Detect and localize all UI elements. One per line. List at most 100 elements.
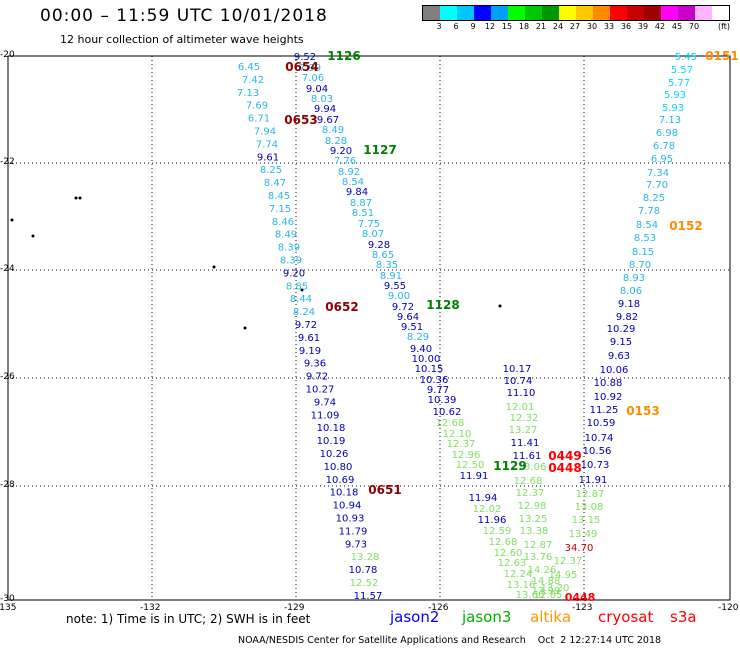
swh-value: 7.94	[254, 127, 276, 138]
swh-value: 13.06	[518, 462, 547, 473]
swh-value: 8.39	[280, 256, 302, 267]
swh-value: 9.77	[427, 385, 449, 396]
swh-value: 12.98	[518, 501, 547, 512]
legend-swatch	[525, 6, 542, 20]
swh-value: 10.73	[581, 460, 610, 471]
footer-note: note: 1) Time is in UTC; 2) SWH is in fe…	[66, 612, 311, 626]
swh-value: 9.18	[618, 299, 640, 310]
swh-value: 12.96	[452, 450, 481, 461]
satellite-tracks: 6.45 7.42 7.13 7.69 6.71 7.947.74 9.61 8.25 8.47…	[237, 49, 739, 604]
swh-value: 10.78	[349, 565, 378, 576]
legend-label: 42	[654, 22, 666, 31]
swh-value: 11.79	[339, 526, 368, 537]
swh-value: 8.47	[264, 178, 286, 189]
swh-value: 12.60	[494, 548, 523, 559]
swh-value: 10.74	[504, 376, 533, 387]
legend-label: 18	[518, 22, 530, 31]
legend-label: 21	[535, 22, 547, 31]
swh-value: 10.06	[600, 365, 629, 376]
legend-swatch	[610, 6, 627, 20]
x-tick-label: -123	[572, 603, 593, 613]
swh-value: 9.72	[392, 302, 414, 313]
satellite-legend-altika: altika	[530, 608, 572, 626]
swh-value: 8.29	[407, 332, 429, 343]
swh-value: 12.68	[514, 476, 543, 487]
legend-swatch	[440, 6, 457, 20]
swh-value: 8.06	[620, 286, 642, 297]
swh-value: 8.53	[634, 233, 656, 244]
swh-value: 7.06	[302, 73, 324, 84]
swh-value: 7.99	[299, 63, 321, 74]
swh-value: 10.29	[607, 324, 636, 335]
swh-value: 8.49	[322, 125, 344, 136]
swh-value: 8.39	[278, 243, 300, 254]
lat-lon-grid	[7, 55, 731, 601]
swh-value: 8.03	[311, 94, 333, 105]
island-marker	[78, 196, 82, 200]
swh-value: 11.57	[354, 591, 383, 602]
legend-swatch	[695, 6, 712, 20]
swh-value: 5.77	[668, 78, 690, 89]
swh-value: 10.15	[415, 364, 444, 375]
swh-value: 9.74	[314, 397, 336, 408]
satellite-legend-jason2: jason2	[390, 608, 440, 626]
swh-value: 14.88	[532, 576, 561, 587]
swh-value: 8.54	[636, 220, 658, 231]
legend-swatch	[423, 6, 440, 20]
swh-value: 13.16	[507, 580, 536, 591]
swh-value: 7.69	[246, 101, 268, 112]
legend-label: 15	[501, 22, 513, 31]
legend-swatch	[661, 6, 678, 20]
y-tick-label: -28	[0, 480, 15, 490]
swh-value: 7.34	[647, 168, 669, 179]
x-tick-label: -129	[284, 603, 305, 613]
swh-value: 10.62	[433, 407, 462, 418]
swh-value: 12.52	[350, 578, 379, 589]
swh-value: 9.51	[401, 322, 423, 333]
swh-value: 7.70	[646, 180, 668, 191]
island-marker	[31, 234, 35, 238]
swh-value: 10.00	[412, 354, 441, 365]
swh-value: 9.72	[306, 372, 328, 383]
island-marker	[74, 196, 78, 200]
swh-value: 10.92	[594, 392, 623, 403]
swh-value: 9.61	[298, 333, 320, 344]
swh-value: 11.09	[311, 410, 340, 421]
swh-value: 7.15	[269, 204, 291, 215]
pass-label: 0652	[325, 300, 358, 314]
swh-value: 9.20	[283, 268, 305, 279]
legend-swatch	[593, 6, 610, 20]
swh-value: 11.94	[469, 493, 498, 504]
swh-value: 11.10	[507, 388, 536, 399]
legend-label: 3	[436, 22, 442, 31]
swh-value: 8.15	[632, 247, 654, 258]
pass-label: 1128	[426, 298, 459, 312]
y-tick-label: -24	[0, 264, 15, 274]
swh-value: 11.41	[511, 438, 540, 449]
swh-value: 12.59	[483, 526, 512, 537]
swh-value: 7.76	[334, 156, 356, 167]
legend-label: 24	[552, 22, 564, 31]
swh-value: 10.27	[306, 385, 335, 396]
pass-label: 1126	[327, 49, 360, 63]
swh-value: 12.37	[554, 556, 583, 567]
swh-value: 9.82	[616, 312, 638, 323]
swh-value: 9.00	[388, 291, 410, 302]
island-marker	[243, 326, 247, 330]
swh-value: 8.54	[342, 177, 364, 188]
swh-value: 13.60	[516, 590, 545, 601]
swh-value: 5.57	[671, 65, 693, 76]
swh-value: 9.63	[608, 351, 630, 362]
y-tick-label: -26	[0, 372, 15, 382]
y-tick-label: -30	[0, 594, 15, 604]
swh-value: 10.18	[330, 488, 359, 499]
swh-value: 9.36	[304, 359, 326, 370]
swh-value: 8.87	[350, 198, 372, 209]
swh-value: 12.37	[516, 488, 545, 499]
footer-credit: NOAA/NESDIS Center for Satellite Applica…	[238, 635, 662, 646]
swh-value: 8.25	[643, 193, 665, 204]
swh-value: 12.87	[576, 489, 605, 500]
swh-value: 9.72	[295, 320, 317, 331]
swh-value: 11.25	[590, 405, 619, 416]
swh-value: 13.15	[572, 515, 601, 526]
